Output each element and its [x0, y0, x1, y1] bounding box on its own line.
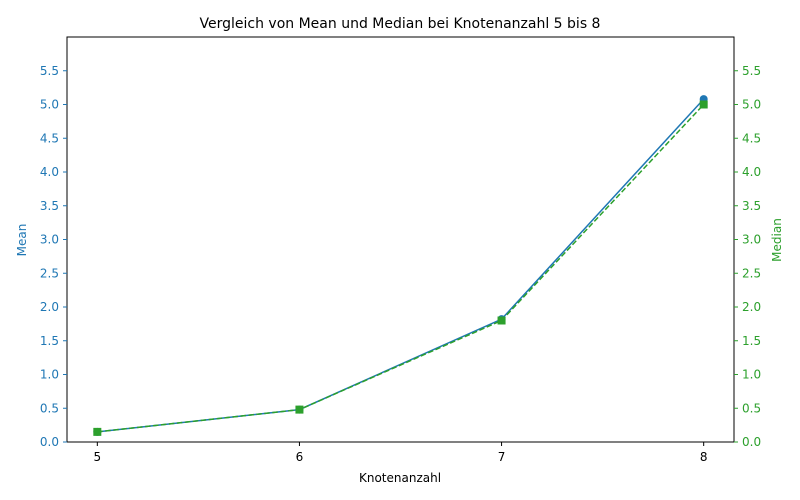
y-left-tick-label: 4.0	[40, 165, 59, 179]
y-axis-right-title: Median	[770, 218, 784, 262]
y-right-tick-label: 3.0	[742, 233, 761, 247]
x-tick-label: 7	[498, 450, 506, 464]
y-right-tick-label: 1.5	[742, 334, 761, 348]
y-left-tick-label: 2.5	[40, 266, 59, 280]
data-point-median	[93, 427, 102, 436]
y-right-tick-label: 1.0	[742, 368, 761, 382]
plot-area: 0.0 0.0 0.5 0.5 1.0 1.0 1.5 1.5 2.0 2.0 2.5 2.5 3.0 3…	[40, 36, 761, 464]
data-point-median	[497, 316, 506, 325]
data-point-median	[699, 100, 708, 109]
y-right-tick-label: 5.0	[742, 98, 761, 112]
x-tick-label: 6	[296, 450, 304, 464]
y-left-tick-label: 0.0	[40, 435, 59, 449]
y-right-tick-label: 0.0	[742, 435, 761, 449]
series-line-mean	[97, 98, 705, 433]
y-left-tick-label: 1.5	[40, 334, 59, 348]
x-tick-label: 5	[93, 450, 101, 464]
y-right-tick-label: 5.5	[742, 64, 761, 78]
x-axis-title: Knotenanzahl	[359, 471, 441, 485]
y-right-tick-label: 2.0	[742, 300, 761, 314]
y-right-tick-label: 0.5	[742, 401, 761, 415]
y-left-tick-label: 4.5	[40, 131, 59, 145]
plot-frame	[66, 36, 735, 443]
data-point-median	[295, 405, 304, 414]
y-left-tick-label: 5.0	[40, 98, 59, 112]
y-right-tick-label: 3.5	[742, 199, 761, 213]
y-right-tick-label: 4.5	[742, 131, 761, 145]
y-left-tick-label: 2.0	[40, 300, 59, 314]
y-axis-left-title: Mean	[15, 224, 29, 257]
y-left-tick-label: 3.5	[40, 199, 59, 213]
x-tick-label: 8	[700, 450, 708, 464]
y-right-tick-label: 4.0	[742, 165, 761, 179]
y-left-tick-label: 3.0	[40, 233, 59, 247]
y-left-tick-label: 1.0	[40, 368, 59, 382]
y-right-tick-label: 2.5	[742, 266, 761, 280]
series-line-median	[97, 103, 705, 433]
y-left-tick-label: 5.5	[40, 64, 59, 78]
y-left-tick-label: 0.5	[40, 401, 59, 415]
chart-title: Vergleich von Mean und Median bei Knoten…	[200, 16, 601, 32]
